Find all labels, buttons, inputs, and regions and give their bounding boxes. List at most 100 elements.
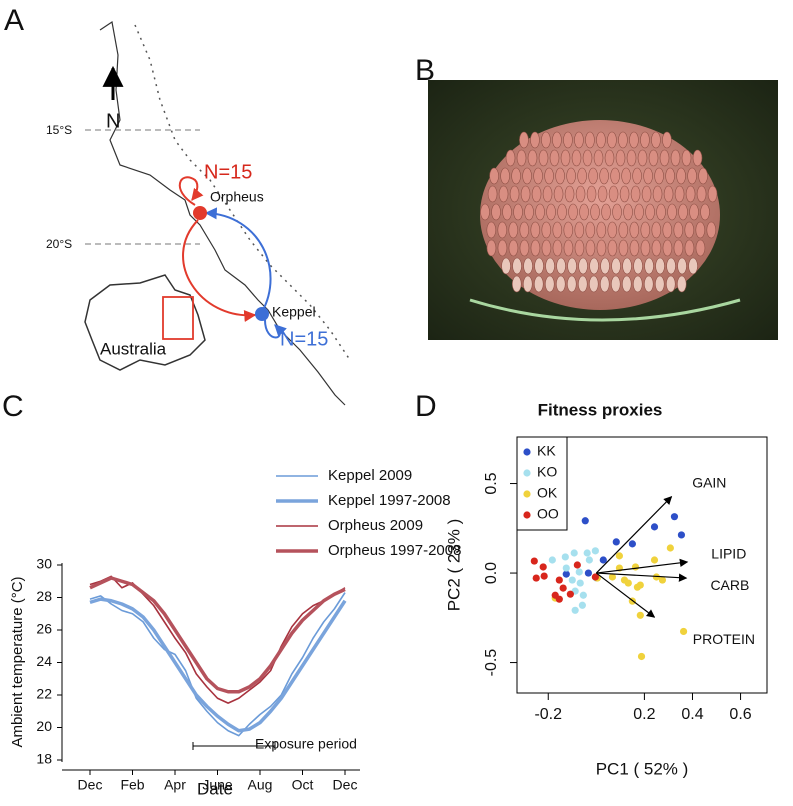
coral-branch xyxy=(500,167,510,185)
latitude-label: 15°S xyxy=(46,123,72,137)
coral-branch xyxy=(586,185,597,203)
coral-branch xyxy=(563,131,573,149)
coral-branch xyxy=(601,203,611,221)
coral-branch xyxy=(527,149,538,167)
coral-branch xyxy=(585,239,596,257)
point xyxy=(650,523,659,531)
coral-branch xyxy=(698,167,708,185)
coral-branch xyxy=(516,149,527,167)
coral-branch xyxy=(641,185,652,203)
coral-branch xyxy=(640,221,651,239)
point xyxy=(608,573,617,581)
coral-branch xyxy=(489,167,499,185)
x-tick-label: Oct xyxy=(292,777,314,793)
point xyxy=(579,591,587,599)
point xyxy=(631,563,640,571)
coral-branch xyxy=(634,203,644,221)
coral-branch xyxy=(618,239,629,257)
coral-branch xyxy=(662,221,673,239)
point xyxy=(539,563,547,571)
coral-branch xyxy=(629,221,640,239)
coral-branch xyxy=(629,239,640,257)
coral-branch xyxy=(589,257,599,275)
loading-arrow xyxy=(595,496,673,574)
coral-branch xyxy=(530,221,541,239)
point xyxy=(568,576,576,584)
coral-branch xyxy=(487,185,498,203)
coral-branch xyxy=(597,185,608,203)
coral-branch xyxy=(659,149,670,167)
coral-branch xyxy=(522,167,532,185)
legend-label: Keppel 1997-2008 xyxy=(328,492,451,509)
coral-branch xyxy=(655,257,665,275)
coral-branch xyxy=(692,149,703,167)
annotation: Exposure period xyxy=(255,736,357,752)
coral-branch xyxy=(564,185,575,203)
site-dot xyxy=(193,206,207,220)
temperature-panel: C Ambient temperature (°C) Date Exposure… xyxy=(2,390,461,799)
coral-branch xyxy=(608,185,619,203)
point xyxy=(637,652,646,661)
legend-marker xyxy=(523,511,531,519)
coral-branch xyxy=(498,185,509,203)
coral-branch xyxy=(582,149,593,167)
coral-branch xyxy=(654,275,665,293)
point xyxy=(562,570,570,578)
coral-branch xyxy=(695,239,706,257)
y-tick-label: 28 xyxy=(36,588,52,604)
coral-branch xyxy=(643,167,653,185)
y-tick-label: 20 xyxy=(36,718,52,734)
sample-size: N=15 xyxy=(204,161,252,183)
coral-branch xyxy=(678,203,688,221)
y-tick-label: 0.5 xyxy=(483,472,500,494)
coral-branch xyxy=(538,149,549,167)
coral-branch xyxy=(670,149,681,167)
series-line xyxy=(89,575,346,704)
legend-label: KO xyxy=(537,464,557,480)
coral-branch xyxy=(665,167,675,185)
coral-branch xyxy=(626,149,637,167)
legend-marker xyxy=(523,469,531,477)
coral-branch xyxy=(651,239,662,257)
legend-label: Orpheus 2009 xyxy=(328,517,423,534)
coral-branch xyxy=(677,257,687,275)
point xyxy=(540,572,548,580)
coastline xyxy=(99,20,346,406)
coral-branch xyxy=(533,275,544,293)
coral-branch xyxy=(513,203,523,221)
point xyxy=(575,568,583,576)
legend-label: OO xyxy=(537,506,559,522)
coral-branch xyxy=(519,239,530,257)
point xyxy=(628,540,636,548)
coral-branch xyxy=(607,221,618,239)
y-tick-label: 22 xyxy=(36,686,52,702)
coral-branch xyxy=(651,221,662,239)
coral-branch xyxy=(622,257,632,275)
coral-branch xyxy=(623,203,633,221)
coral-branch xyxy=(607,239,618,257)
point xyxy=(570,549,578,557)
point xyxy=(636,611,644,619)
coral-branch xyxy=(632,167,642,185)
coral-branch xyxy=(563,239,574,257)
legend-label: OK xyxy=(537,485,558,501)
coral-branch xyxy=(629,131,639,149)
coral-branch xyxy=(696,185,707,203)
x-tick-label: 0.4 xyxy=(681,706,703,723)
coral-branch xyxy=(542,185,553,203)
x-tick-label: 0.6 xyxy=(729,706,751,723)
coral-branch xyxy=(541,239,552,257)
y-tick-label: 24 xyxy=(36,653,52,669)
coral-branch xyxy=(577,275,588,293)
legend-marker xyxy=(523,490,531,498)
y-axis-label: Ambient temperature (°C) xyxy=(9,576,26,747)
coral-branch xyxy=(643,275,654,293)
point xyxy=(581,517,589,525)
coral-branch xyxy=(588,275,599,293)
coral-branch xyxy=(706,221,717,239)
loading-label: LIPID xyxy=(711,545,746,561)
coral-branch xyxy=(637,149,648,167)
coral-branch xyxy=(509,185,520,203)
pca-panel: D Fitness proxies PC2 ( 23% ) PC1 ( 52% … xyxy=(415,390,768,778)
legend-label: Keppel 2009 xyxy=(328,467,412,484)
